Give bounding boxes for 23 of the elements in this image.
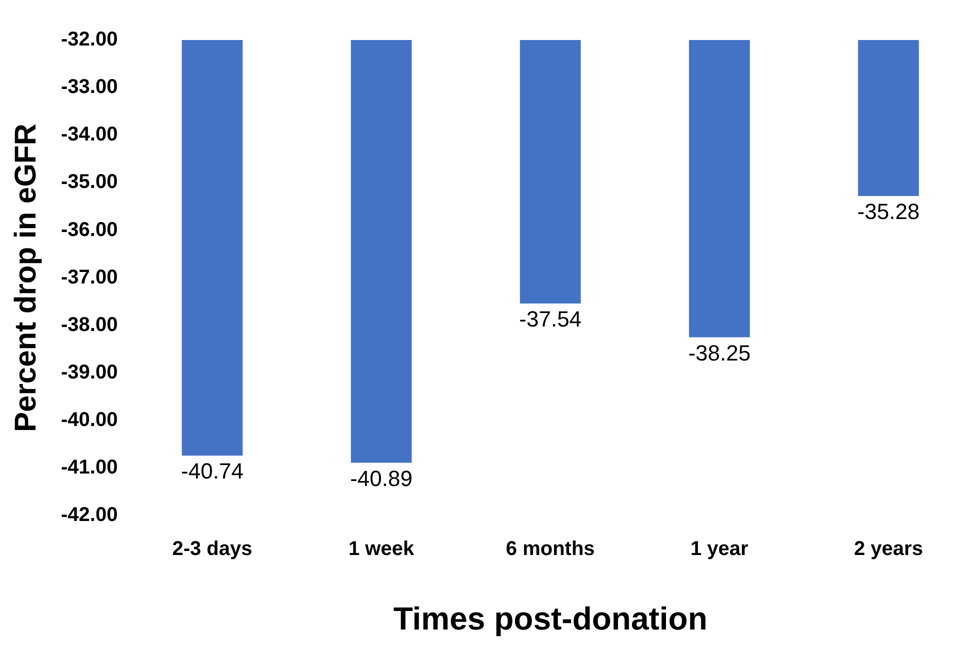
- y-tick-label: -37.00: [60, 266, 118, 288]
- y-tick-label: -38.00: [60, 314, 118, 336]
- y-tick-label: -39.00: [60, 361, 118, 384]
- x-tick-label: 1 year: [690, 538, 749, 560]
- x-tick-label: 1 week: [348, 538, 415, 560]
- y-tick-label: -34.00: [60, 124, 118, 146]
- y-tick-label: -33.00: [60, 76, 118, 98]
- data-label: -40.89: [350, 466, 412, 491]
- y-tick-label: -35.00: [60, 171, 118, 194]
- data-label: -38.25: [688, 340, 751, 366]
- data-label: -37.54: [519, 306, 582, 332]
- x-tick-label: 6 months: [506, 538, 595, 560]
- y-tick-label: -32.00: [60, 28, 118, 51]
- data-label: -40.74: [181, 458, 244, 484]
- y-tick-label: -40.00: [60, 408, 118, 431]
- y-tick-label: -41.00: [60, 456, 118, 479]
- y-axis-title: Percent drop in eGFR: [9, 123, 42, 432]
- data-label: -35.28: [857, 199, 920, 224]
- y-tick-label: -42.00: [60, 504, 118, 526]
- x-axis-title: Times post-donation: [393, 600, 708, 637]
- x-tick-label: 2-3 days: [172, 538, 252, 560]
- y-tick-label: -36.00: [60, 218, 118, 241]
- x-tick-label: 2 years: [854, 538, 923, 560]
